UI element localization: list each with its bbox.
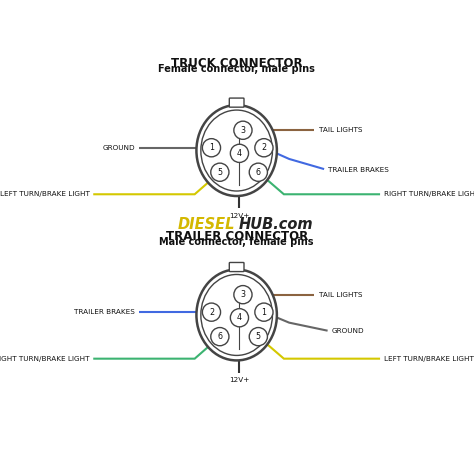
Circle shape — [202, 139, 220, 157]
Text: RIGHT TURN/BRAKE LIGHT: RIGHT TURN/BRAKE LIGHT — [384, 191, 474, 197]
Text: Male connector, female pins: Male connector, female pins — [159, 237, 314, 247]
Text: 5: 5 — [256, 332, 261, 341]
Text: 1: 1 — [262, 308, 266, 317]
Text: LEFT TURN/BRAKE LIGHT: LEFT TURN/BRAKE LIGHT — [0, 191, 90, 197]
Text: TRAILER BRAKES: TRAILER BRAKES — [74, 309, 135, 315]
Circle shape — [202, 303, 220, 321]
Text: TRAILER CONNECTOR: TRAILER CONNECTOR — [165, 230, 308, 243]
Circle shape — [234, 121, 252, 139]
Text: TAIL LIGHTS: TAIL LIGHTS — [319, 292, 362, 298]
Text: 5: 5 — [217, 168, 222, 177]
Circle shape — [230, 308, 248, 327]
FancyBboxPatch shape — [229, 98, 244, 107]
Circle shape — [211, 163, 229, 182]
Text: GROUND: GROUND — [102, 145, 135, 151]
Text: 6: 6 — [218, 332, 222, 341]
Text: RIGHT TURN/BRAKE LIGHT: RIGHT TURN/BRAKE LIGHT — [0, 356, 90, 362]
Text: LEFT TURN/BRAKE LIGHT: LEFT TURN/BRAKE LIGHT — [384, 356, 474, 362]
Text: 6: 6 — [256, 168, 261, 177]
Ellipse shape — [196, 105, 277, 196]
Circle shape — [255, 139, 273, 157]
Text: 3: 3 — [240, 290, 246, 299]
Text: TRUCK CONNECTOR: TRUCK CONNECTOR — [171, 57, 302, 70]
Text: 12V+: 12V+ — [229, 213, 250, 219]
Text: 12V+: 12V+ — [229, 377, 250, 383]
Circle shape — [230, 144, 248, 162]
Text: DIESEL: DIESEL — [177, 217, 235, 232]
Circle shape — [211, 328, 229, 346]
Text: HUB.com: HUB.com — [238, 217, 313, 232]
Circle shape — [249, 328, 267, 346]
Text: 4: 4 — [237, 313, 242, 322]
Text: GROUND: GROUND — [332, 329, 365, 334]
Text: 3: 3 — [240, 126, 246, 135]
FancyBboxPatch shape — [229, 263, 244, 272]
Text: TAIL LIGHTS: TAIL LIGHTS — [319, 127, 362, 133]
Circle shape — [255, 303, 273, 321]
Text: 4: 4 — [237, 149, 242, 158]
Text: Female connector, male pins: Female connector, male pins — [158, 64, 315, 74]
Circle shape — [234, 286, 252, 304]
Text: 2: 2 — [261, 143, 266, 152]
Text: TRAILER BRAKES: TRAILER BRAKES — [328, 167, 389, 173]
Ellipse shape — [196, 269, 277, 360]
Text: 1: 1 — [209, 143, 214, 152]
Text: 2: 2 — [209, 308, 214, 317]
Circle shape — [249, 163, 267, 182]
